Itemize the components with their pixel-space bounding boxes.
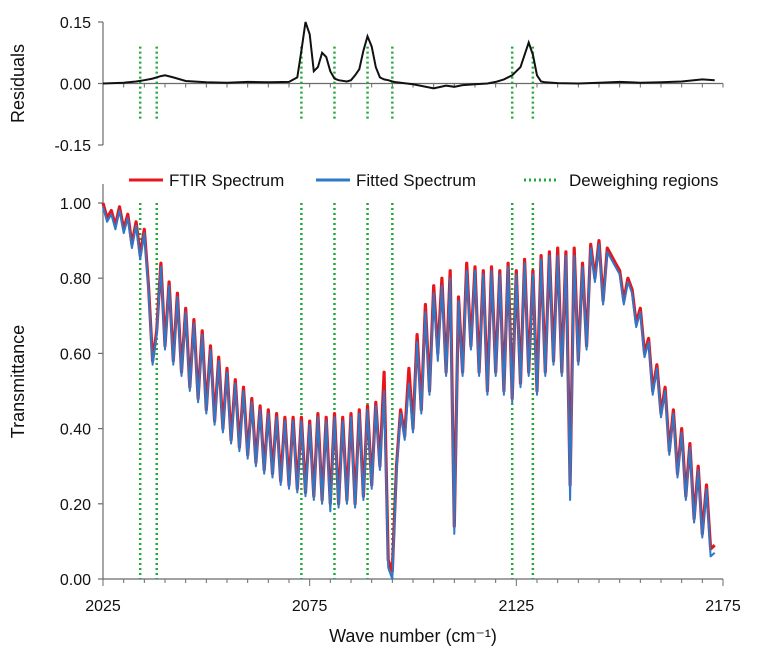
residuals-y-tick-label: 0.00 <box>60 77 91 94</box>
main-x-tick-label: 2125 <box>499 598 535 615</box>
transmittance-panel: 1.00 0.80 0.60 0.40 0.20 0.00 2025 2075 2125 2175… <box>8 184 741 646</box>
main-y-tick-label: 0.80 <box>60 271 91 288</box>
residuals-y-axis-label: Residuals <box>8 44 28 123</box>
legend-label-2: Fitted Spectrum <box>356 171 476 190</box>
main-y-axis-label: Transmittance <box>8 325 28 438</box>
main-x-axis-label: Wave number (cm⁻¹) <box>329 626 497 646</box>
residuals-series-line <box>102 21 715 90</box>
main-y-tick-label: 1.00 <box>60 196 91 213</box>
main-y-tick-label: 0.20 <box>60 497 91 514</box>
main-x-tick-label: 2025 <box>85 598 121 615</box>
main-y-tick-label: 0.60 <box>60 346 91 363</box>
residuals-y-tick-label: 0.15 <box>60 15 91 32</box>
fitted-spectrum-line <box>102 206 716 580</box>
legend-label-3: Deweighing regions <box>569 171 718 190</box>
main-y-tick-label: 0.40 <box>60 422 91 439</box>
main-x-tick-label: 2175 <box>705 598 741 615</box>
residuals-y-tick-label: -0.15 <box>55 138 92 155</box>
legend: FTIR Spectrum Fitted Spectrum Deweighing r… <box>129 171 718 190</box>
main-y-tick-label: 0.00 <box>60 572 91 589</box>
main-x-tick-label: 2075 <box>292 598 328 615</box>
residuals-panel: 0.15 0.00 -0.15 Residuals <box>8 15 724 155</box>
legend-label-1: FTIR Spectrum <box>169 171 284 190</box>
